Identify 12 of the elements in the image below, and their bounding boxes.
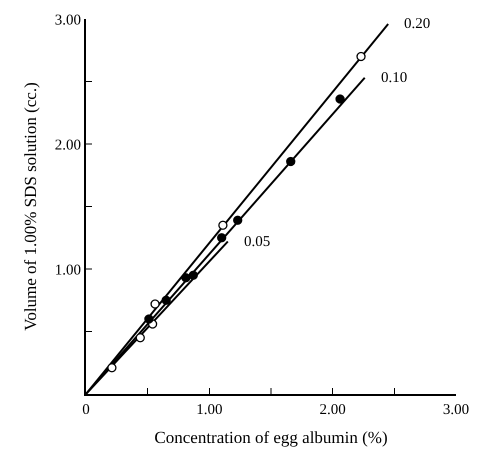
y-axis-title: Volume of 1.00% SDS solution (cc.) — [20, 82, 40, 331]
x-tick-label: 1.00 — [196, 402, 222, 418]
series-label: 0.10 — [381, 70, 408, 86]
y-tick-label: 3.00 — [54, 12, 81, 28]
x-tick-label: 3.00 — [442, 402, 470, 418]
x-axis-title: Concentration of egg albumin (%) — [154, 428, 388, 447]
y-tick-label: 2.00 — [54, 137, 81, 154]
series-label: 0.05 — [244, 234, 270, 250]
series-label: 0.20 — [404, 16, 430, 32]
y-tick-label: 1.00 — [54, 262, 81, 278]
x-tick-label: 2.00 — [320, 402, 346, 418]
x-tick-label: 0 — [82, 402, 90, 418]
